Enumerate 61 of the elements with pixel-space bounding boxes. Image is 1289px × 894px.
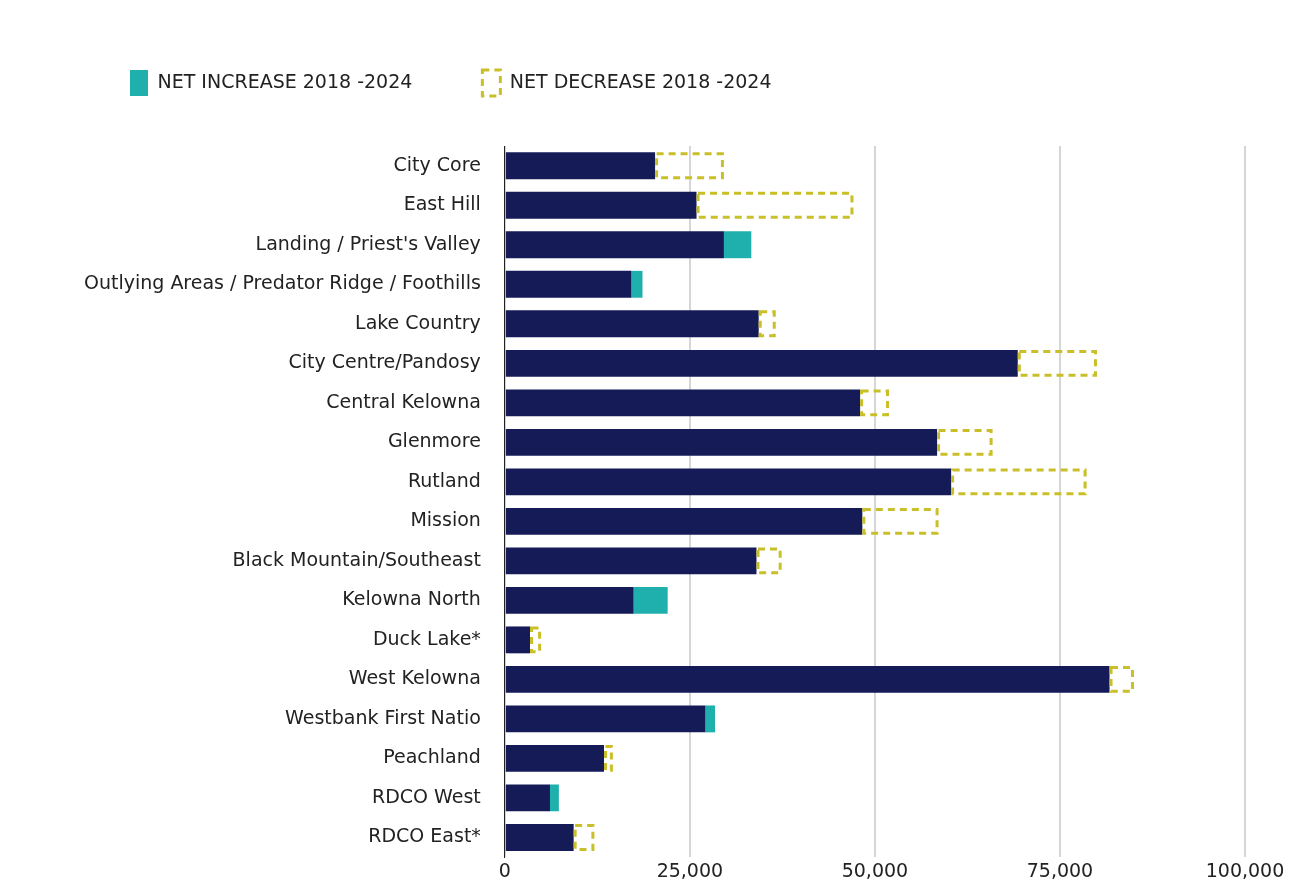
- y-tick-label: West Kelowna: [348, 666, 481, 689]
- y-tick-label: Black Mountain/Southeast: [232, 547, 481, 570]
- bar: [655, 152, 724, 180]
- y-tick-label: City Centre/Pandosy: [288, 350, 481, 373]
- bar: [633, 586, 668, 614]
- y-tick-label: Lake Country: [355, 310, 481, 333]
- y-tick-label: Kelowna North: [342, 587, 481, 610]
- bar: [549, 784, 559, 812]
- bar: [505, 586, 634, 614]
- bar: [860, 389, 889, 417]
- y-tick-label: Glenmore: [387, 429, 481, 452]
- bar: [505, 784, 550, 812]
- y-tick-label: Peachland: [383, 745, 481, 768]
- y-tick-label: City Core: [393, 152, 481, 175]
- bar: [1017, 349, 1097, 377]
- bar: [696, 191, 854, 219]
- bar: [505, 744, 605, 772]
- x-tick-label: 25,000: [656, 858, 724, 881]
- bar: [723, 231, 752, 259]
- bar: [756, 547, 782, 575]
- bar: [1109, 665, 1134, 693]
- bar: [505, 349, 1018, 377]
- x-tick-label: 75,000: [1026, 858, 1094, 881]
- y-tick-label: Mission: [410, 508, 481, 531]
- x-tick-label: 0: [498, 858, 511, 881]
- y-tick-label: RDCO West: [372, 784, 481, 807]
- bar: [937, 428, 993, 456]
- bar: [530, 626, 542, 654]
- bar: [505, 152, 656, 180]
- bar: [604, 744, 613, 772]
- bar: [505, 468, 952, 496]
- y-tick-label: Landing / Priest's Valley: [255, 231, 481, 254]
- bar: [505, 428, 938, 456]
- bar: [505, 547, 757, 575]
- y-tick-label: RDCO East*: [368, 824, 481, 847]
- bar: [573, 824, 595, 851]
- bar: [505, 507, 863, 535]
- legend-label: NET DECREASE 2018 -2024: [509, 69, 772, 92]
- bar: [631, 270, 643, 298]
- bar: [505, 665, 1110, 693]
- y-tick-label: East Hill: [403, 192, 481, 215]
- y-tick-label: Rutland: [407, 468, 481, 491]
- bar: [705, 705, 716, 733]
- y-tick-label: Duck Lake*: [372, 626, 481, 649]
- bar: [505, 191, 697, 219]
- bar: [758, 310, 776, 338]
- bar: [505, 310, 759, 338]
- bar: [505, 626, 530, 654]
- bar: [862, 507, 939, 535]
- bar: [951, 468, 1087, 496]
- y-tick-label: Westbank First Natio: [285, 705, 481, 728]
- y-tick-label: Central Kelowna: [326, 389, 481, 412]
- bar: [505, 824, 574, 851]
- x-tick-label: 100,000: [1205, 858, 1285, 881]
- bar: [505, 231, 724, 259]
- y-tick-label: Outlying Areas / Predator Ridge / Foothills: [83, 271, 481, 294]
- bar: [505, 270, 632, 298]
- x-tick-label: 50,000: [841, 858, 909, 881]
- bar: [505, 705, 706, 733]
- legend-label: NET INCREASE 2018 -2024: [157, 69, 413, 92]
- bar: [505, 389, 861, 417]
